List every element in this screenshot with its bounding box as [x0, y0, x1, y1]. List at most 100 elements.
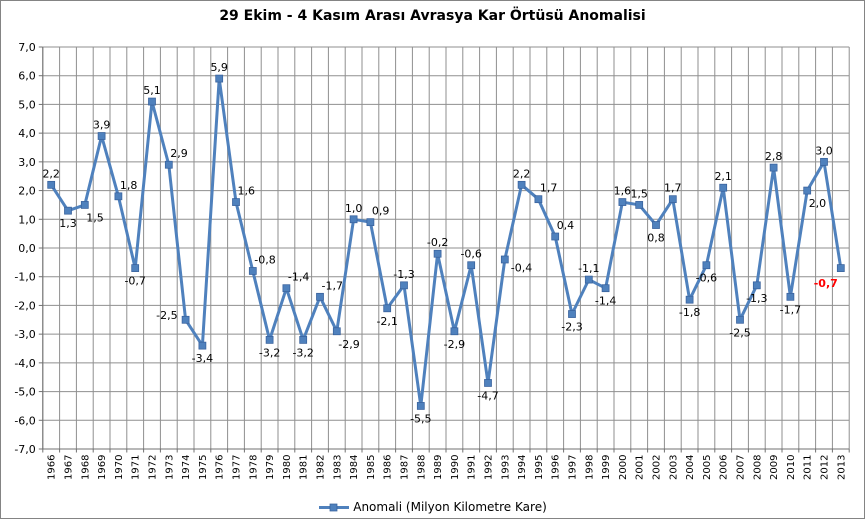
data-point-marker	[803, 186, 812, 195]
y-axis-tick-label: 7,0	[18, 41, 36, 54]
x-axis-tick-label: 2004	[685, 455, 696, 480]
data-point-marker	[299, 336, 308, 344]
y-axis-tick-label: -2,0	[14, 299, 35, 312]
data-point-marker	[685, 295, 694, 304]
data-point-marker	[484, 379, 492, 387]
data-label: -1,7	[322, 279, 343, 292]
data-label: -1,3	[746, 292, 767, 305]
data-label: -2,1	[376, 315, 397, 328]
data-label: -0,6	[460, 248, 481, 261]
x-axis-tick-label: 1992	[484, 455, 495, 480]
x-axis-tick-label: 1997	[568, 455, 579, 480]
y-axis-tick-label: 4,0	[18, 127, 36, 140]
x-axis-tick-label: 1991	[467, 455, 478, 480]
data-label: -4,7	[477, 390, 498, 403]
data-point-marker	[534, 195, 543, 204]
data-point-marker	[551, 232, 560, 241]
data-point-marker	[232, 198, 240, 206]
y-axis-tick-label: -5,0	[14, 386, 35, 399]
chart-title: 29 Ekim - 4 Kasım Arası Avrasya Kar Örtü…	[219, 8, 646, 24]
data-label: -0,6	[696, 272, 717, 285]
y-axis-tick-label: -6,0	[14, 414, 35, 427]
x-axis-tick-label: 2007	[736, 455, 747, 480]
x-axis-tick-label: 2003	[668, 455, 679, 480]
x-axis-tick-label: 1996	[551, 455, 562, 480]
data-point-marker	[517, 180, 526, 189]
data-label: 2,2	[513, 167, 531, 180]
x-axis-tick-label: 1972	[148, 455, 159, 480]
legend: Anomali (Milyon Kilometre Kare)	[1, 500, 864, 514]
data-point-marker	[265, 336, 274, 344]
data-point-marker	[366, 218, 375, 227]
data-point-marker	[114, 192, 123, 201]
data-label: 1,5	[630, 187, 648, 200]
data-point-marker	[47, 180, 56, 189]
y-axis-tick-label: 6,0	[18, 70, 36, 83]
data-point-marker	[769, 163, 778, 172]
data-point-marker	[383, 304, 392, 313]
data-label: 2,1	[714, 170, 732, 183]
x-axis-tick-label: 1984	[349, 455, 360, 480]
data-point-marker	[215, 74, 224, 83]
x-axis-tick-label: 2005	[702, 455, 713, 480]
legend-label: Anomali (Milyon Kilometre Kare)	[353, 500, 547, 514]
x-axis-tick-label: 1977	[232, 455, 243, 480]
x-axis-tick-label: 1987	[400, 455, 411, 480]
data-label: 0,9	[372, 205, 390, 218]
x-axis-tick-label: 1990	[450, 455, 461, 480]
y-axis-tick-label: -3,0	[14, 328, 35, 341]
data-point-marker	[467, 261, 476, 270]
x-axis-tick-label: 1985	[366, 455, 377, 480]
data-label: -1,7	[780, 303, 801, 316]
data-label: -1,4	[595, 295, 616, 308]
x-axis-tick-label: 1983	[332, 455, 343, 480]
data-point-marker	[786, 292, 795, 301]
data-label: 1,7	[540, 182, 558, 195]
data-point-marker	[702, 261, 711, 270]
x-axis-tick-label: 1994	[517, 455, 528, 480]
data-label: -1,3	[393, 268, 414, 281]
data-point-marker	[601, 284, 610, 293]
x-axis-tick-label: 1974	[181, 455, 192, 480]
x-axis-tick-label: 1975	[198, 455, 209, 480]
data-label: -3,2	[292, 346, 313, 359]
y-axis-tick-label: -4,0	[14, 357, 35, 370]
data-label: 1,3	[59, 217, 77, 230]
x-axis-tick-label: 1971	[131, 455, 142, 480]
data-point-marker	[316, 292, 324, 301]
data-point-marker	[181, 315, 190, 324]
data-point-marker	[736, 315, 744, 324]
data-label: 1,6	[614, 185, 632, 198]
y-axis-tick-label: -1,0	[14, 271, 35, 284]
x-axis-tick-label: 1973	[164, 455, 175, 480]
data-point-marker	[820, 157, 828, 166]
data-point-marker	[433, 249, 442, 258]
x-axis-tick-label: 1970	[114, 455, 125, 480]
data-point-marker	[97, 132, 106, 140]
data-point-marker	[349, 215, 358, 224]
data-point-marker	[282, 284, 291, 293]
data-point-marker	[64, 206, 72, 215]
legend-line-marker-icon	[319, 503, 350, 511]
series-line	[49, 77, 843, 408]
data-point-marker	[164, 160, 173, 169]
data-point-marker	[416, 402, 425, 410]
data-label: -3,2	[259, 346, 280, 359]
x-axis-tick-label: 1967	[64, 455, 75, 480]
x-axis-tick-label: 2009	[769, 455, 780, 480]
data-label: 0,4	[557, 219, 575, 232]
data-point-marker	[668, 195, 677, 204]
y-axis-tick-label: 0,0	[18, 242, 36, 255]
data-label-highlighted: -0,7	[814, 277, 838, 290]
x-axis-tick-label: 2008	[752, 455, 763, 480]
data-label: -2,3	[561, 321, 582, 334]
x-axis-tick-label: 2006	[719, 455, 730, 480]
data-point-marker	[618, 198, 627, 206]
data-point-marker	[752, 281, 761, 290]
data-label: -0,2	[427, 236, 448, 249]
data-point-marker	[148, 97, 156, 106]
data-label: 1,5	[86, 211, 104, 224]
data-point-marker	[450, 327, 459, 336]
data-point-marker	[635, 201, 644, 209]
data-label: 1,0	[345, 202, 363, 215]
